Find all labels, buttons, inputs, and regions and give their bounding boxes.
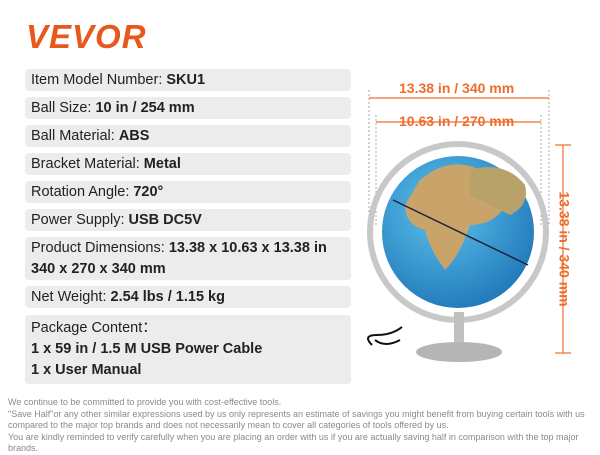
- spec-row-model: Item Model Number: SKU1: [25, 69, 351, 91]
- spec-value: 340 x 270 x 340 mm: [31, 260, 166, 277]
- spec-value: 1 x 59 in / 1.5 M USB Power Cable: [31, 341, 263, 357]
- spec-label: Ball Size:: [31, 100, 92, 116]
- spec-value: ABS: [118, 128, 150, 144]
- disclaimer-line: compared to the major top brands and doe…: [8, 420, 449, 430]
- spec-label: Net Weight:: [31, 289, 107, 305]
- globe-base: [416, 342, 502, 362]
- spec-row-weight: Net Weight: 2.54 lbs / 1.15 kg: [25, 286, 351, 308]
- spec-label: Ball Material:: [31, 128, 115, 144]
- height-label: 13.38 in / 340 mm: [556, 191, 573, 307]
- spec-value: 720°: [133, 184, 164, 200]
- spec-label: Power Supply:: [31, 212, 125, 228]
- dimension-lines: [369, 97, 571, 354]
- spec-value: 13.38 x 10.63 x 13.38 in: [168, 239, 327, 256]
- spec-value: SKU1: [166, 72, 206, 88]
- spec-label: Package Content：: [31, 320, 157, 336]
- spec-row-dimensions: Product Dimensions: 13.38 x 10.63 x 13.3…: [25, 237, 351, 280]
- spec-row-bracket-material: Bracket Material: Metal: [25, 153, 351, 175]
- disclaimer-line: "Save Half"or any other similar expressi…: [8, 408, 585, 419]
- spec-value: 2.54 lbs / 1.15 kg: [110, 289, 225, 305]
- spec-label: Rotation Angle:: [31, 184, 130, 200]
- outer-width-label: 13.38 in / 340 mm: [399, 80, 515, 96]
- disclaimer-line: You are kindly reminded to verify carefu…: [8, 431, 579, 454]
- spec-value: 10 in / 254 mm: [95, 100, 195, 116]
- spec-row-power: Power Supply: USB DC5V: [25, 209, 351, 231]
- spec-value: Metal: [143, 156, 181, 172]
- spec-row-ball-material: Ball Material: ABS: [25, 125, 351, 147]
- disclaimer: We continue to be committed to provide y…: [8, 397, 600, 455]
- spec-value: 1 x User Manual: [31, 362, 142, 378]
- spec-label: Item Model Number:: [31, 72, 163, 88]
- usb-cable-icon: [367, 326, 403, 346]
- spec-label: Bracket Material:: [31, 156, 140, 172]
- inner-width-label: 10.63 in / 270 mm: [399, 113, 515, 129]
- vevor-logo: VEVOR: [26, 18, 147, 55]
- spec-row-package: Package Content： 1 x 59 in / 1.5 M USB Po…: [25, 315, 351, 384]
- spec-row-rotation: Rotation Angle: 720°: [25, 181, 351, 203]
- spec-label: Product Dimensions:: [31, 239, 165, 256]
- spec-row-ball-size: Ball Size: 10 in / 254 mm: [25, 97, 351, 119]
- disclaimer-line: We continue to be committed to provide y…: [8, 397, 282, 407]
- spec-value: USB DC5V: [128, 212, 202, 228]
